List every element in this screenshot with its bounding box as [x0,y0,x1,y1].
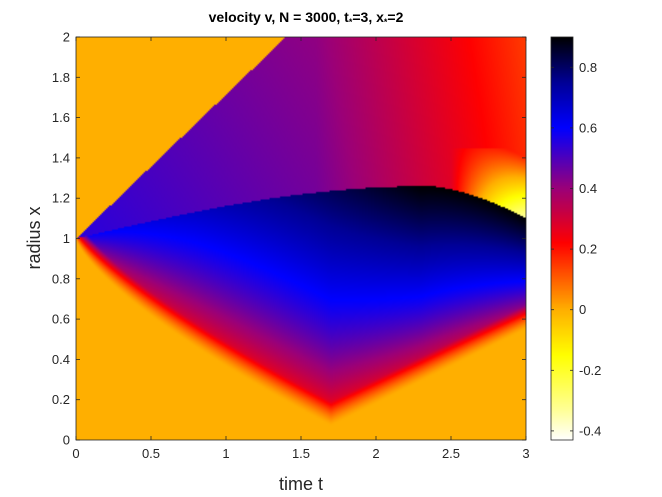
title-t-subscript: * [349,17,353,27]
colorbar-tick-label: 0.2 [579,242,597,257]
title-x-value: =2 [387,9,403,25]
colorbar-tick-label: -0.2 [579,363,601,378]
heatmap-plot-area [76,37,526,440]
chart-title: velocity v, N = 3000, t*=3, x*=2 [209,9,404,27]
y-axis-ticks: 0 0.2 0.4 0.6 0.8 1 1.2 1.4 1.6 1.8 2 [52,30,526,448]
y-tick-label: 2 [63,30,70,45]
title-t-value: =3, x [352,9,384,25]
colorbar-tick-label: 0.6 [579,120,597,135]
x-tick-label: 1.5 [292,446,310,461]
y-tick-label: 1.8 [52,70,70,85]
colorbar: -0.4 -0.2 0 0.2 0.4 0.6 0.8 [550,36,601,441]
x-tick-label: 0 [72,446,79,461]
colorbar-tick-label: 0.8 [579,60,597,75]
svg-text:velocity v, N = 3000, t*=3, x*: velocity v, N = 3000, t*=3, x*=2 [209,9,404,27]
y-tick-label: 1.6 [52,110,70,125]
colorbar-tick-label: -0.4 [579,423,601,438]
y-tick-label: 0.4 [52,352,70,367]
title-main: velocity v, N = 3000, t [209,9,350,25]
title-x-subscript: * [384,17,388,27]
colorbar-tick-label: 0 [579,302,586,317]
y-tick-label: 0.8 [52,271,70,286]
y-tick-label: 1.4 [52,150,70,165]
y-tick-label: 0.6 [52,312,70,327]
x-tick-label: 2 [372,446,379,461]
colorbar-ticks: -0.4 -0.2 0 0.2 0.4 0.6 0.8 [551,60,601,438]
x-axis-ticks: 0 0.5 1 1.5 2 2.5 3 [72,37,530,461]
heatmap-image [76,37,526,440]
x-tick-label: 0.5 [142,446,160,461]
y-tick-label: 1.2 [52,191,70,206]
x-tick-label: 1 [222,446,229,461]
colorbar-tick-label: 0.4 [579,181,597,196]
x-axis-label: time t [279,474,323,494]
y-tick-label: 0 [63,433,70,448]
x-tick-label: 2.5 [442,446,460,461]
y-tick-label: 0.2 [52,392,70,407]
colorbar-gradient [551,37,573,440]
x-tick-label: 3 [522,446,529,461]
y-tick-label: 1 [63,231,70,246]
y-axis-label: radius x [24,206,44,269]
